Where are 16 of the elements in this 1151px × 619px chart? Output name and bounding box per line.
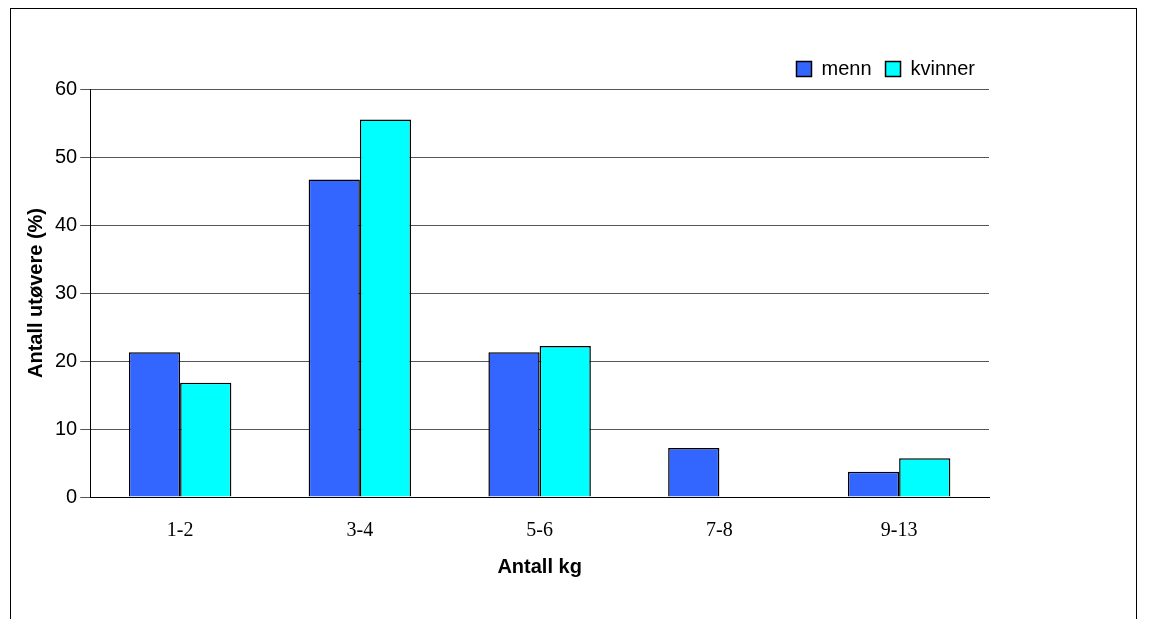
y-tick-label: 50	[55, 144, 78, 167]
y-tick-label: 40	[55, 212, 78, 235]
y-tick-label: 0	[66, 484, 78, 507]
x-tick-label: 1-2	[166, 518, 194, 541]
x-tick-label: 5-6	[526, 518, 553, 541]
legend-label: kvinner	[910, 56, 976, 79]
y-tick-label: 20	[55, 348, 78, 371]
y-tick-label: 60	[55, 76, 78, 99]
legend-label: menn	[821, 56, 872, 79]
x-tick-label: 9-13	[880, 518, 918, 541]
x-axis-title: Antall kg	[497, 554, 582, 577]
x-tick-label: 7-8	[706, 518, 733, 541]
y-axis-title: Antall utøvere (%)	[23, 207, 46, 379]
x-tick-label: 3-4	[346, 518, 374, 541]
y-tick-label: 30	[55, 280, 78, 303]
y-tick-label: 10	[55, 416, 78, 439]
